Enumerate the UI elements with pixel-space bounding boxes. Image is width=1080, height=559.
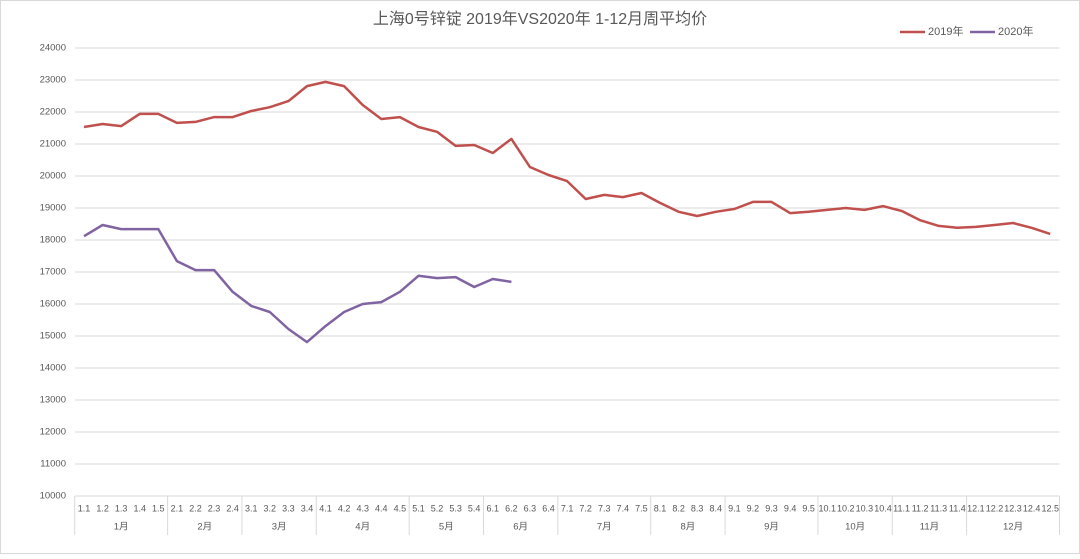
x-tick-label: 12.5 <box>1041 503 1059 513</box>
month-label: 8月 <box>680 522 695 533</box>
y-tick-label: 12000 <box>40 427 66 438</box>
y-tick-label: 24000 <box>40 43 66 54</box>
y-tick-label: 17000 <box>40 267 66 278</box>
x-tick-label: 6.1 <box>487 503 500 513</box>
x-tick-label: 11.4 <box>949 503 966 513</box>
y-tick-label: 20000 <box>40 171 66 182</box>
x-tick-label: 10.1 <box>818 503 836 513</box>
y-tick-label: 14000 <box>40 363 66 374</box>
y-tick-label: 15000 <box>40 331 66 342</box>
x-tick-label: 4.2 <box>338 503 351 513</box>
legend-label: 2019年 <box>928 24 963 38</box>
x-tick-label: 7.4 <box>617 503 630 513</box>
chart-title: 上海0号锌锭 2019年VS2020年 1-12月周平均价 <box>373 10 707 28</box>
x-tick-label: 7.1 <box>561 503 574 513</box>
y-tick-label: 22000 <box>40 107 66 118</box>
month-label: 9月 <box>764 522 779 533</box>
x-tick-label: 9.4 <box>784 503 797 513</box>
x-tick-label: 2.1 <box>171 503 184 513</box>
x-tick-label: 8.3 <box>691 503 704 513</box>
y-tick-label: 10000 <box>40 491 66 502</box>
x-tick-label: 1.2 <box>96 503 109 513</box>
x-tick-label: 4.4 <box>375 503 388 513</box>
x-tick-label: 10.2 <box>837 503 855 513</box>
month-label: 4月 <box>355 522 370 533</box>
y-tick-label: 13000 <box>40 395 66 406</box>
x-tick-label: 7.3 <box>598 503 611 513</box>
x-tick-label: 4.5 <box>394 503 407 513</box>
y-tick-label: 11000 <box>40 459 66 470</box>
x-tick-label: 12.2 <box>986 503 1004 513</box>
x-tick-label: 11.3 <box>930 503 947 513</box>
month-label: 3月 <box>272 522 287 533</box>
x-tick-label: 7.2 <box>579 503 592 513</box>
month-label: 5月 <box>439 522 454 533</box>
x-tick-label: 4.1 <box>319 503 332 513</box>
month-label: 2月 <box>197 522 212 533</box>
x-tick-label: 9.2 <box>747 503 760 513</box>
y-tick-label: 18000 <box>40 235 66 246</box>
month-label: 7月 <box>597 522 612 533</box>
x-tick-label: 1.5 <box>152 503 165 513</box>
x-tick-label: 8.4 <box>709 503 722 513</box>
x-tick-label: 12.1 <box>967 503 985 513</box>
month-label: 11月 <box>920 522 939 533</box>
x-tick-label: 1.4 <box>133 503 146 513</box>
x-tick-label: 8.2 <box>672 503 685 513</box>
y-tick-label: 16000 <box>40 299 66 310</box>
x-tick-label: 6.3 <box>524 503 537 513</box>
x-tick-label: 6.4 <box>542 503 555 513</box>
x-tick-label: 5.2 <box>431 503 444 513</box>
x-tick-label: 5.3 <box>449 503 462 513</box>
x-tick-label: 11.2 <box>912 503 929 513</box>
x-tick-label: 5.4 <box>468 503 481 513</box>
x-tick-label: 2.4 <box>226 503 239 513</box>
x-tick-label: 10.4 <box>874 503 892 513</box>
x-tick-label: 2.3 <box>208 503 221 513</box>
x-tick-label: 1.3 <box>115 503 128 513</box>
x-tick-label: 3.2 <box>264 503 277 513</box>
legend-label: 2020年 <box>998 24 1033 38</box>
x-tick-label: 12.3 <box>1004 503 1022 513</box>
x-tick-label: 11.1 <box>893 503 910 513</box>
series-line <box>83 223 512 344</box>
x-tick-label: 1.1 <box>78 503 91 513</box>
x-tick-label: 10.3 <box>856 503 874 513</box>
x-tick-label: 9.1 <box>728 503 741 513</box>
x-tick-label: 3.1 <box>245 503 258 513</box>
y-tick-label: 23000 <box>40 75 66 86</box>
month-label: 10月 <box>845 522 865 533</box>
x-tick-label: 3.4 <box>301 503 314 513</box>
x-tick-label: 7.5 <box>635 503 648 513</box>
x-tick-label: 4.3 <box>356 503 369 513</box>
x-tick-label: 9.3 <box>765 503 778 513</box>
x-tick-label: 2.2 <box>189 503 202 513</box>
y-tick-label: 19000 <box>40 203 66 214</box>
month-label: 6月 <box>513 522 528 533</box>
x-tick-label: 3.3 <box>282 503 295 513</box>
y-tick-label: 21000 <box>40 139 66 150</box>
x-tick-label: 8.1 <box>654 503 667 513</box>
month-label: 12月 <box>1003 522 1023 533</box>
series-line <box>83 80 1051 236</box>
x-tick-label: 5.1 <box>412 503 425 513</box>
month-label: 1月 <box>114 522 129 533</box>
x-tick-label: 6.2 <box>505 503 518 513</box>
x-tick-label: 12.4 <box>1023 503 1041 513</box>
x-tick-label: 9.5 <box>802 503 815 513</box>
